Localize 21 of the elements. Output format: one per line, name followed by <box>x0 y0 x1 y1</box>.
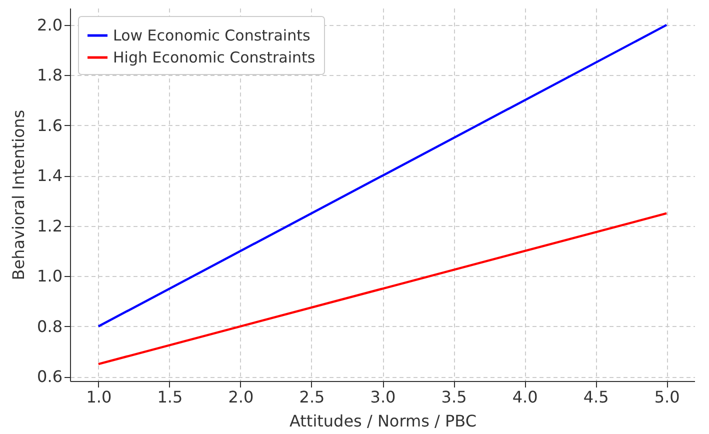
x-tick-label: 4.0 <box>512 388 538 406</box>
legend-label: Low Economic Constraints <box>113 26 310 44</box>
x-tick-label: 2.0 <box>228 388 254 406</box>
y-tick-label: 0.8 <box>37 316 62 336</box>
y-tick-label: 1.4 <box>37 166 62 186</box>
x-tick-label: 5.0 <box>654 388 680 406</box>
y-tick-label: 1.8 <box>37 66 62 85</box>
legend-label: High Economic Constraints <box>113 48 316 66</box>
y-tick-label: 2.0 <box>37 15 62 34</box>
x-tick-label: 2.5 <box>299 388 325 406</box>
x-tick-label: 4.5 <box>583 388 609 406</box>
y-tick-label: 1.2 <box>37 216 62 236</box>
x-tick-label: 3.0 <box>370 388 396 406</box>
x-axis-title: Attitudes / Norms / PBC <box>289 412 477 430</box>
x-tick-label: 1.5 <box>157 388 183 406</box>
y-tick-label: 1.0 <box>37 266 62 286</box>
y-tick-label: 0.6 <box>37 367 62 386</box>
x-tick-label: 1.0 <box>86 388 112 406</box>
y-tick-label: 1.6 <box>37 116 62 135</box>
y-axis-title: Behavioral Intentions <box>9 110 28 280</box>
x-tick-label: 3.5 <box>441 388 467 406</box>
